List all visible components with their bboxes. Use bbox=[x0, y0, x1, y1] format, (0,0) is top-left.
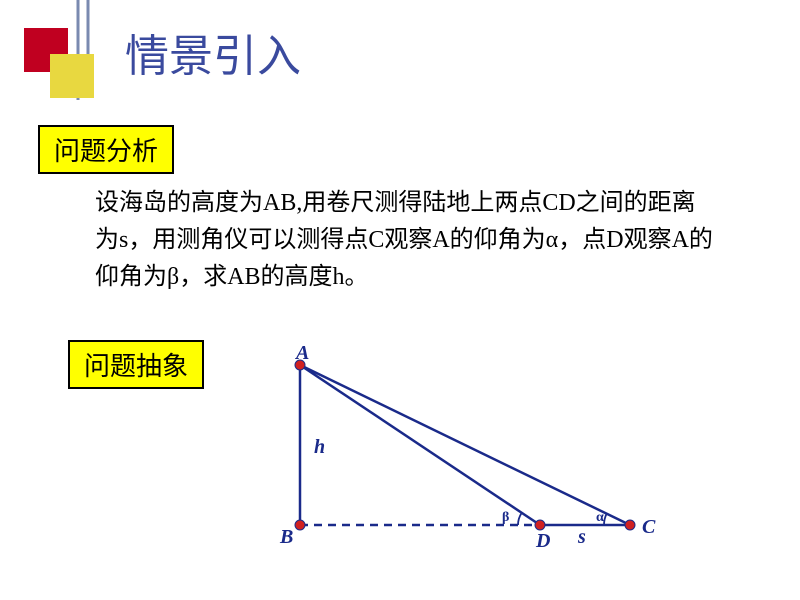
svg-text:β: β bbox=[502, 510, 509, 525]
svg-text:h: h bbox=[314, 436, 325, 458]
section-label-analysis: 问题分析 bbox=[38, 125, 174, 174]
section-label-abstract: 问题抽象 bbox=[68, 340, 204, 389]
svg-text:A: A bbox=[294, 345, 309, 364]
svg-text:α: α bbox=[596, 510, 604, 525]
slide-title: 情景引入 bbox=[125, 20, 301, 84]
svg-text:s: s bbox=[577, 526, 586, 548]
svg-text:B: B bbox=[279, 526, 293, 548]
problem-description: 设海岛的高度为AB,用卷尺测得陆地上两点CD之间的距离为s，用测角仪可以测得点C… bbox=[95, 185, 715, 297]
corner-decoration bbox=[0, 0, 120, 120]
geometry-diagram: A B D Ch s β α bbox=[250, 345, 670, 575]
svg-text:C: C bbox=[642, 516, 656, 538]
svg-text:D: D bbox=[535, 530, 550, 552]
